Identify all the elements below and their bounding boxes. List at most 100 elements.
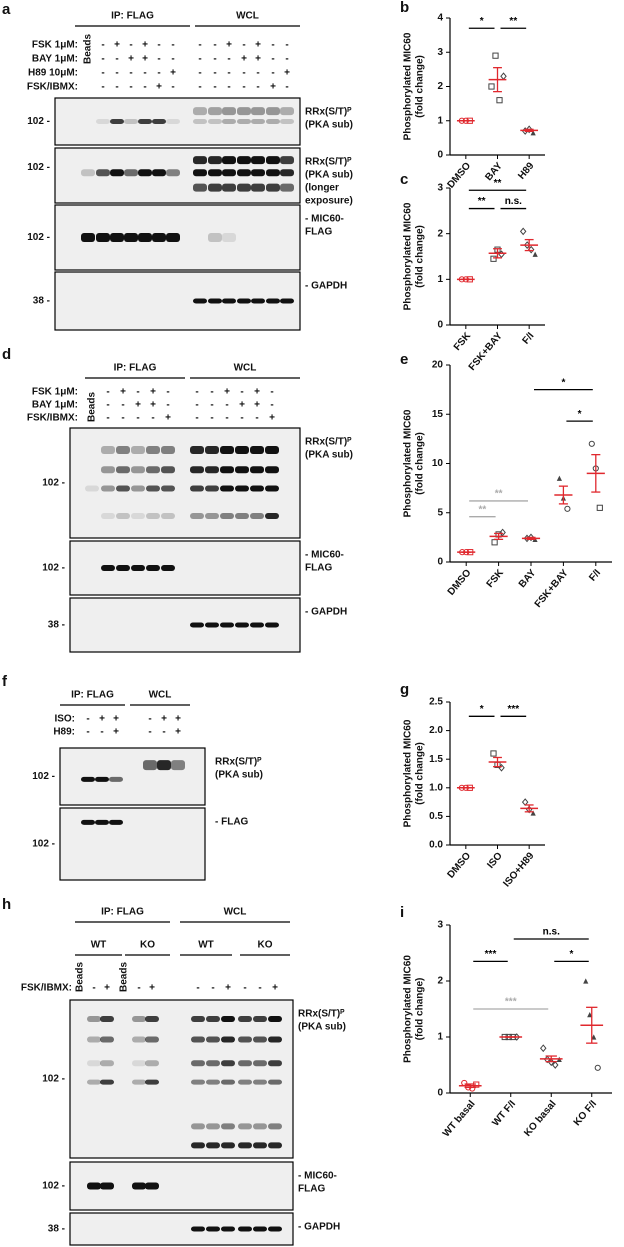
blot-strip [69,999,294,1159]
condition-sign: - [256,68,259,79]
data-point [513,1033,521,1041]
blot-band [238,1079,252,1085]
blot-band [110,169,124,177]
blot-band [251,156,265,165]
blot-band [266,169,280,177]
data-point [490,750,497,757]
data-point [488,83,495,90]
antibody-label: - MIC60- [298,1171,337,1182]
blot-band [221,1015,235,1022]
blot-band [235,513,249,519]
panel-letter: e [400,351,408,368]
blot-band [250,485,264,492]
x-tick-label: H89 [516,160,537,181]
blot-band [191,1226,205,1232]
data-point [530,130,536,136]
blot-band [132,1079,146,1085]
antibody-label: RRx(S/T)ᴾ [305,107,352,118]
condition-sign: + [269,413,275,424]
blot-band [266,298,280,304]
condition-sign: - [210,413,213,424]
condition-sign: - [129,68,132,79]
y-tick-label: 0 [437,1088,443,1099]
y-tick-label: 2 [437,81,443,92]
antibody-label: - FLAG [215,817,249,828]
antibody-label: FLAG [298,1184,325,1195]
panel-letter: c [400,171,408,188]
condition-sign: + [272,983,278,994]
blot-band [131,565,145,571]
condition-sign: - [227,82,230,93]
y-axis-label: Phosphorylated MIC60 [403,32,414,140]
data-point [564,505,571,512]
significance-label: * [578,409,582,420]
blot-band [100,1036,114,1043]
antibody-label: FLAG [305,227,332,238]
y-tick-label: 2 [437,228,443,239]
antibody-label: FLAG [305,563,332,574]
data-point [490,255,497,262]
data-point [491,539,498,546]
condition-sign: - [255,413,258,424]
blot-band [131,466,145,474]
blot-band [190,513,204,519]
blot-band [265,446,279,454]
blot-band [238,1142,252,1149]
blot-band [193,119,207,124]
blot-band [145,1060,159,1067]
panel-letter: i [400,904,404,921]
blot-band [266,119,280,124]
blot-strip [69,427,301,539]
blot-band [190,446,204,454]
condition-sign: - [256,82,259,93]
mw-marker: 102 - [32,839,55,850]
data-point [530,810,536,816]
blot-band [222,156,236,165]
data-point [556,475,562,481]
condition-label: BAY 1μM: [32,54,78,65]
condition-sign: - [106,400,109,411]
condition-sign: + [175,727,181,738]
y-tick-label: 0.0 [429,840,443,851]
condition-sign: - [129,82,132,93]
blot-band [109,776,123,782]
condition-sign: + [170,68,176,79]
blot-band [100,1015,114,1022]
data-point [521,798,529,806]
condition-sign: - [213,54,216,65]
condition-sign: + [99,714,105,725]
condition-sign: + [156,82,162,93]
x-tick-label: F/I [587,567,603,583]
y-tick-label: 5 [437,507,443,518]
blot-band [251,298,265,304]
significance-label: n.s. [543,927,560,938]
panel-letter: b [400,0,409,16]
condition-sign: - [270,387,273,398]
condition-label: ISO: [54,714,75,725]
condition-sign: - [271,40,274,51]
blot-band [85,485,99,492]
blot-band [222,233,236,242]
blot-band [251,169,265,177]
antibody-label: - GAPDH [305,281,347,292]
condition-sign: - [285,40,288,51]
condition-sign: - [211,983,214,994]
y-tick-label: 2.5 [429,697,443,708]
condition-sign: - [148,714,151,725]
blot-strip [54,97,301,146]
blot-band [208,169,222,177]
blot-band [161,513,175,519]
blot-band [205,446,219,454]
condition-sign: + [284,68,290,79]
significance-label: * [480,704,484,715]
blot-band [190,622,204,628]
blot-band [143,760,157,771]
condition-sign: + [161,714,167,725]
x-tick-label: FSK [485,567,507,590]
blot-band [138,169,152,177]
blot-band [221,1079,235,1085]
condition-sign: + [150,387,156,398]
y-tick-label: 1 [437,1032,443,1043]
condition-sign: - [166,400,169,411]
data-point [492,52,499,59]
